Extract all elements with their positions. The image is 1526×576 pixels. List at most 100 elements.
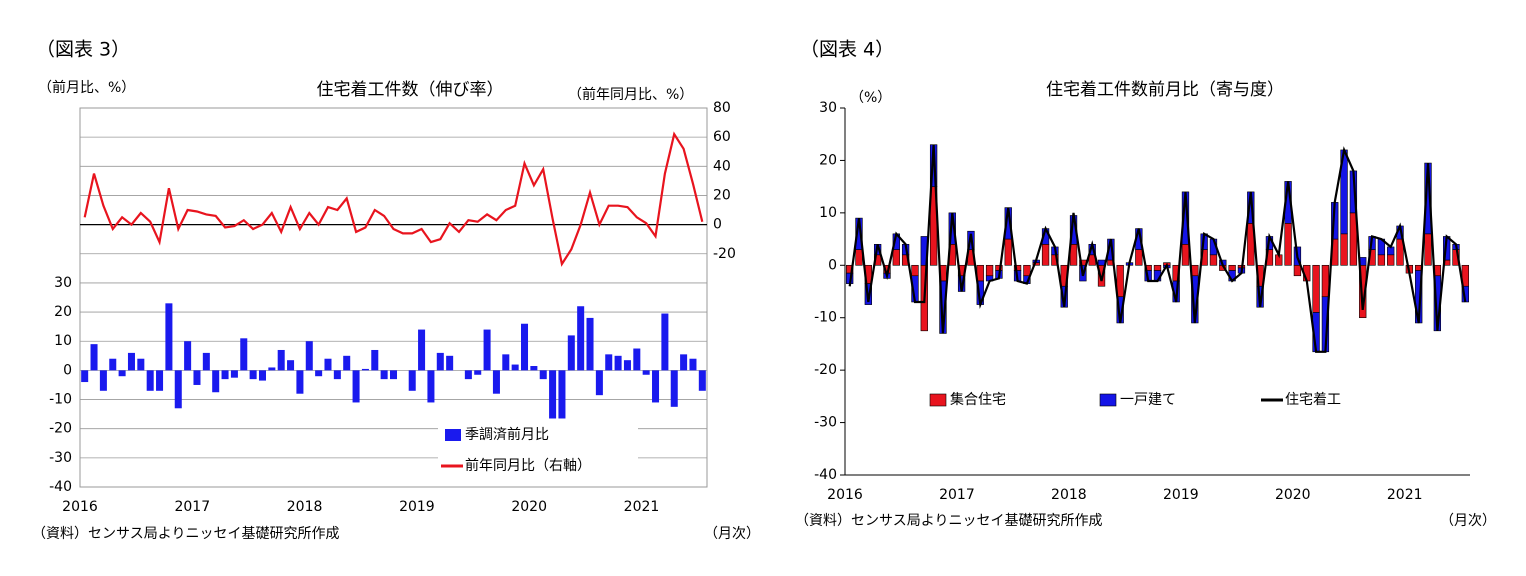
bar [1209,254,1218,266]
bar [193,370,201,385]
x-tick-label: 2021 [1387,487,1423,503]
y-tick-label: 10 [54,333,72,349]
bar [855,249,863,266]
bar [174,370,182,409]
bar [483,329,491,371]
bar [614,355,622,371]
y2-tick-label: 60 [713,129,731,145]
bar [165,303,173,371]
bar [1181,244,1190,266]
bar [408,370,416,391]
figure-label: （図表 4） [800,39,894,61]
bar [549,370,557,419]
bar [1004,238,1012,266]
y-tick-label: 0 [828,257,837,273]
legend-label: 前年同月比（右軸） [465,457,591,474]
bar [1340,233,1348,266]
y-tick-label: -20 [49,421,72,437]
bar [1097,259,1106,266]
bar [418,329,426,371]
bar [146,370,154,391]
y-tick-label: 30 [54,275,72,291]
bar [352,370,360,403]
x-tick-label: 2019 [399,499,435,515]
bar [240,338,248,371]
bar [1377,254,1386,266]
y-tick-label: -10 [814,310,837,326]
y-tick-label: 20 [819,152,837,168]
x-tick-label: 2021 [624,499,660,515]
bar [446,355,454,371]
legend-label: 住宅着工 [1285,392,1341,408]
bar [605,354,613,371]
bar [212,370,220,393]
bar [1153,264,1162,271]
bar [249,370,257,380]
y-tick-label: 0 [63,362,72,378]
y-tick-label: 10 [819,205,837,221]
bar [202,352,210,371]
bar [539,370,547,380]
y-label: （%） [850,90,891,106]
y-tick-label: -40 [814,467,837,483]
bar [1424,233,1432,266]
y-tick-label: -40 [49,479,72,495]
y-tick-label: 20 [54,304,72,320]
bar [315,370,323,377]
bar [221,370,229,380]
y-tick-label: 30 [819,100,837,116]
bar [652,370,660,403]
bar [698,370,706,391]
bar [343,355,351,371]
x-tick-label: 2020 [1275,487,1311,503]
bar [127,352,135,371]
bar [567,335,575,371]
bar [586,317,594,371]
bar [305,341,313,371]
x-tick-label: 2020 [511,499,547,515]
bar [99,370,107,391]
bar [137,358,145,371]
bar [184,341,192,371]
bar [911,264,919,277]
bar [558,370,566,419]
bar [1293,264,1302,277]
y-tick-label: -10 [49,392,72,408]
y-label: （前月比、%） [38,79,135,96]
bar [670,370,678,407]
bar [277,349,285,371]
legend-swatch [1099,393,1117,407]
bar [333,370,341,380]
x-unit: （月次） [1440,513,1496,529]
bar [436,352,444,371]
bar [642,370,650,375]
bar [109,358,117,371]
y2-tick-label: -20 [713,246,736,262]
bar [156,370,164,391]
bar [577,306,585,371]
bar [287,360,295,371]
bar [623,360,631,371]
chart-title: 住宅着工件数前月比（寄与度） [1046,80,1284,100]
bar [268,367,276,371]
bar [90,344,98,371]
x-tick-label: 2019 [1163,487,1199,503]
line [848,144,1467,353]
bar [296,370,304,394]
bar [427,370,435,403]
bar [474,370,482,375]
bar [689,358,697,371]
legend-swatch [445,429,461,441]
bar [380,370,388,380]
bar [1321,264,1330,298]
bar [258,370,266,381]
bar [661,313,669,371]
legend-label: 一戸建て [1120,392,1176,408]
y2-label: （前年同月比、%） [568,86,693,103]
x-tick-label: 2017 [939,487,975,503]
bar [464,370,472,380]
source: （資料）センサス局よりニッセイ基礎研究所作成 [32,525,339,542]
bar [389,370,398,380]
bar [371,349,379,371]
